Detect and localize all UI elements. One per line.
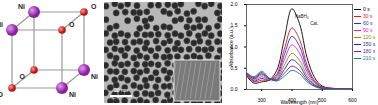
svg-text:Ni: Ni [91, 73, 98, 80]
svg-text:O: O [91, 3, 97, 10]
svg-text:NaBH₄: NaBH₄ [295, 14, 309, 19]
html-text:150 s: 150 s [363, 41, 376, 47]
svg-text:300: 300 [257, 97, 266, 103]
svg-text:1.0: 1.0 [230, 43, 238, 50]
svg-text:Ni: Ni [0, 21, 3, 28]
svg-text:O: O [20, 73, 26, 80]
html-text:180 s: 180 s [363, 48, 376, 54]
svg-text:Ni: Ni [69, 91, 76, 98]
svg-text:500: 500 [318, 97, 327, 103]
html-text:210 s: 210 s [363, 55, 376, 61]
svg-text:0.0: 0.0 [231, 86, 238, 92]
html-text:120 s: 120 s [363, 34, 376, 40]
svg-text:Absorbance (a.u.): Absorbance (a.u.) [228, 27, 234, 67]
svg-text:2.0: 2.0 [231, 1, 238, 7]
html-text:30 s: 30 s [363, 13, 373, 19]
svg-text:O: O [69, 21, 75, 28]
svg-text:600: 600 [348, 97, 357, 103]
svg-text:Ni: Ni [18, 3, 25, 10]
html-text:0 s: 0 s [363, 6, 370, 12]
svg-text:Cat.: Cat. [310, 21, 318, 26]
html-text:60 s: 60 s [363, 20, 373, 26]
html-text:90 s: 90 s [363, 27, 373, 33]
svg-text:Wavelength (nm): Wavelength (nm) [281, 99, 319, 105]
svg-text:0.5: 0.5 [230, 64, 238, 71]
svg-text:O: O [0, 91, 4, 98]
svg-text:1.5: 1.5 [230, 22, 238, 29]
svg-text:20 nm: 20 nm [114, 87, 128, 93]
